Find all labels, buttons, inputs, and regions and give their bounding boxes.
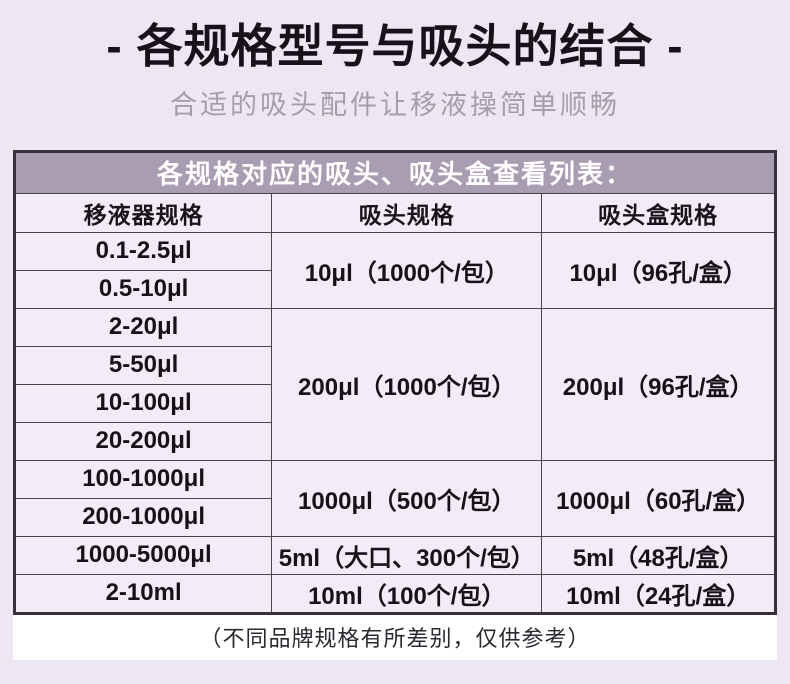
pipette-spec-cell: 2-10ml [13, 573, 273, 614]
table-row: 0.5-10μl [13, 269, 776, 309]
table-row: 200-1000μl [13, 497, 776, 537]
tip-box-spec-cell: 200μl（96孔/盒） [541, 307, 776, 461]
table-row: 20-200μl [13, 421, 776, 461]
spec-table: 各规格对应的吸头、吸头盒查看列表： 移液器规格 吸头规格 吸头盒规格 0.1-2… [13, 149, 777, 615]
pipette-spec-cell: 100-1000μl [13, 459, 273, 499]
table-row: 2-20μl 200μl（1000个/包） 200μl（96孔/盒） [13, 307, 776, 461]
table-row: 5-50μl [13, 345, 776, 385]
table-caption: 各规格对应的吸头、吸头盒查看列表： [14, 150, 776, 194]
tip-box-spec-cell: 10μl（96孔/盒） [541, 231, 776, 309]
pipette-spec-cell: 0.5-10μl [13, 269, 273, 309]
tip-spec-cell: 1000μl（500个/包） [271, 459, 543, 537]
pipette-spec-cell: 2-20μl [13, 307, 273, 347]
tip-spec-cell: 10ml（100个/包） [271, 573, 543, 614]
table-row: 0.1-2.5μl 10μl（1000个/包） 10μl（96孔/盒） [13, 231, 776, 309]
tip-box-spec-cell: 10ml（24孔/盒） [541, 573, 776, 614]
table-row: 2-10ml 10ml（100个/包） 10ml（24孔/盒） [13, 573, 776, 614]
table-caption-row: 各规格对应的吸头、吸头盒查看列表： [14, 150, 776, 194]
pipette-spec-cell: 1000-5000μl [13, 535, 273, 575]
table-footnote: （不同品牌规格有所差别，仅供参考） [13, 614, 777, 660]
col-header-tip-spec: 吸头规格 [271, 192, 543, 233]
page-title: - 各规格型号与吸头的结合 - [106, 20, 684, 72]
tip-spec-cell: 10μl（1000个/包） [271, 231, 543, 309]
pipette-spec-cell: 200-1000μl [13, 497, 273, 537]
tip-spec-cell: 200μl（1000个/包） [271, 307, 543, 461]
spec-table-container: 各规格对应的吸头、吸头盒查看列表： 移液器规格 吸头规格 吸头盒规格 0.1-2… [13, 149, 777, 615]
table-row: 100-1000μl 1000μl（500个/包） 1000μl（60孔/盒） [13, 459, 776, 537]
col-header-tip-box-spec: 吸头盒规格 [541, 192, 776, 233]
pipette-spec-cell: 20-200μl [13, 421, 273, 461]
column-header-row: 移液器规格 吸头规格 吸头盒规格 [13, 192, 776, 233]
product-info-page: - 各规格型号与吸头的结合 - 合适的吸头配件让移液操简单顺畅 各规格对应的吸头… [13, 20, 777, 660]
tip-box-spec-cell: 5ml（48孔/盒） [541, 535, 776, 575]
page-subtitle: 合适的吸头配件让移液操简单顺畅 [170, 89, 620, 120]
tip-box-spec-cell: 1000μl（60孔/盒） [541, 459, 776, 537]
tip-spec-cell: 5ml（大口、300个/包） [271, 535, 543, 575]
pipette-spec-cell: 0.1-2.5μl [13, 231, 273, 271]
col-header-pipette-spec: 移液器规格 [13, 192, 273, 233]
pipette-spec-cell: 10-100μl [13, 383, 273, 423]
pipette-spec-cell: 5-50μl [13, 345, 273, 385]
table-row: 1000-5000μl 5ml（大口、300个/包） 5ml（48孔/盒） [13, 535, 776, 575]
